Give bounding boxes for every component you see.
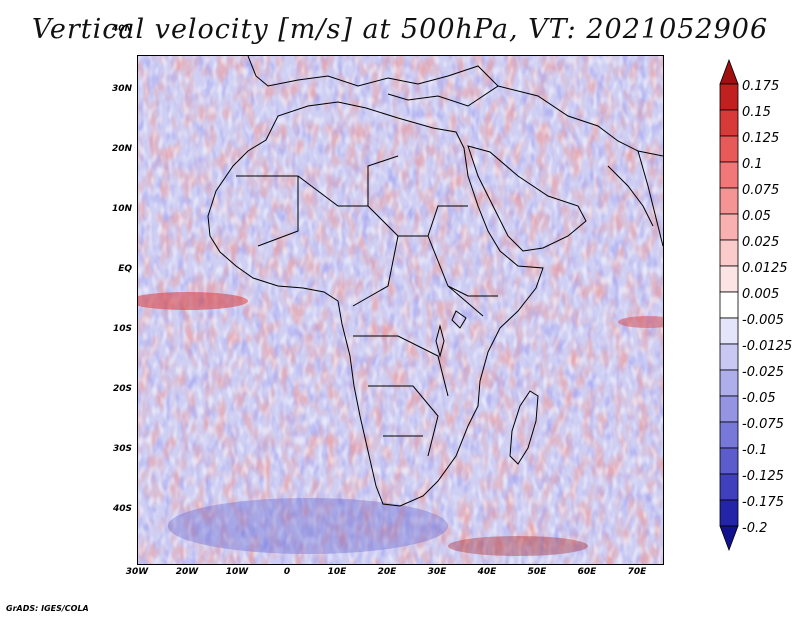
colorbar-segment <box>719 473 739 501</box>
y-tick-label: 30N <box>111 84 132 94</box>
colorbar-segment <box>719 369 739 397</box>
x-tick-label: 40E <box>477 567 497 577</box>
coastlines <box>207 56 663 507</box>
x-tick-label: 30E <box>427 567 447 577</box>
map-panel[interactable] <box>137 55 664 565</box>
y-tick-label: 10S <box>112 324 132 334</box>
x-tick-label: 10W <box>225 567 249 577</box>
colorbar-label: 0.005 <box>742 287 780 302</box>
colorbar-label: -0.0125 <box>742 339 793 354</box>
colorbar-label: -0.175 <box>742 495 784 510</box>
x-tick-label: 50E <box>527 567 547 577</box>
colorbar-label: -0.075 <box>742 417 784 432</box>
colorbar-segment <box>719 343 739 371</box>
y-tick-label: 40S <box>112 504 132 514</box>
colorbar-segment <box>719 421 739 449</box>
indian-ocean-ascent <box>618 316 663 328</box>
colorbar-min-arrow <box>719 525 739 552</box>
colorbar-label: 0.175 <box>742 79 780 94</box>
x-tick-label: 20E <box>377 567 397 577</box>
colorbar <box>719 58 739 552</box>
y-tick-label: 20S <box>112 384 132 394</box>
colorbar-label: -0.05 <box>742 391 776 406</box>
colorbar-label: 0.15 <box>742 105 771 120</box>
colorbar-segment <box>719 239 739 267</box>
colorbar-segment <box>719 499 739 527</box>
colorbar-max-arrow <box>719 58 739 85</box>
colorbar-label: -0.1 <box>742 443 768 458</box>
colorbar-segment <box>719 161 739 189</box>
y-tick-label: 40N <box>111 24 132 34</box>
colorbar-segment <box>719 317 739 345</box>
y-tick-label: 20N <box>111 144 132 154</box>
colorbar-label: 0.025 <box>742 235 780 250</box>
colorbar-label: -0.125 <box>742 469 784 484</box>
x-tick-label: 10E <box>327 567 347 577</box>
y-tick-label: EQ <box>118 264 132 274</box>
y-tick-label: 30S <box>112 444 132 454</box>
colorbar-segment <box>719 291 739 319</box>
colorbar-segment <box>719 395 739 423</box>
colorbar-label: -0.025 <box>742 365 784 380</box>
colorbar-label: -0.2 <box>742 521 768 536</box>
colorbar-segment <box>719 83 739 111</box>
southern-ascent <box>448 536 588 556</box>
colorbar-segment <box>719 447 739 475</box>
chart-title: Vertical velocity [m/s] at 500hPa, VT: 2… <box>31 14 769 45</box>
x-tick-label: 30W <box>125 567 149 577</box>
y-tick-label: 10N <box>111 204 132 214</box>
colorbar-label: 0.0125 <box>742 261 788 276</box>
x-tick-label: 20W <box>175 567 199 577</box>
x-tick-label: 60E <box>577 567 597 577</box>
colorbar-label: 0.1 <box>742 157 763 172</box>
southern-subsidence <box>168 498 448 554</box>
itcz-ascent-band <box>138 292 248 310</box>
colorbar-label: -0.005 <box>742 313 784 328</box>
near-zero-texture <box>138 56 663 564</box>
colorbar-label: 0.075 <box>742 183 780 198</box>
colorbar-segment <box>719 135 739 163</box>
colorbar-segment <box>719 109 739 137</box>
colorbar-segment <box>719 265 739 293</box>
colorbar-label: 0.125 <box>742 131 780 146</box>
x-tick-label: 0 <box>283 567 291 577</box>
colorbar-segment <box>719 187 739 215</box>
vertical-velocity-field <box>138 56 663 564</box>
credit-text: GrADS: IGES/COLA <box>6 604 89 613</box>
x-tick-label: 70E <box>627 567 647 577</box>
colorbar-segment <box>719 213 739 241</box>
colorbar-label: 0.05 <box>742 209 771 224</box>
